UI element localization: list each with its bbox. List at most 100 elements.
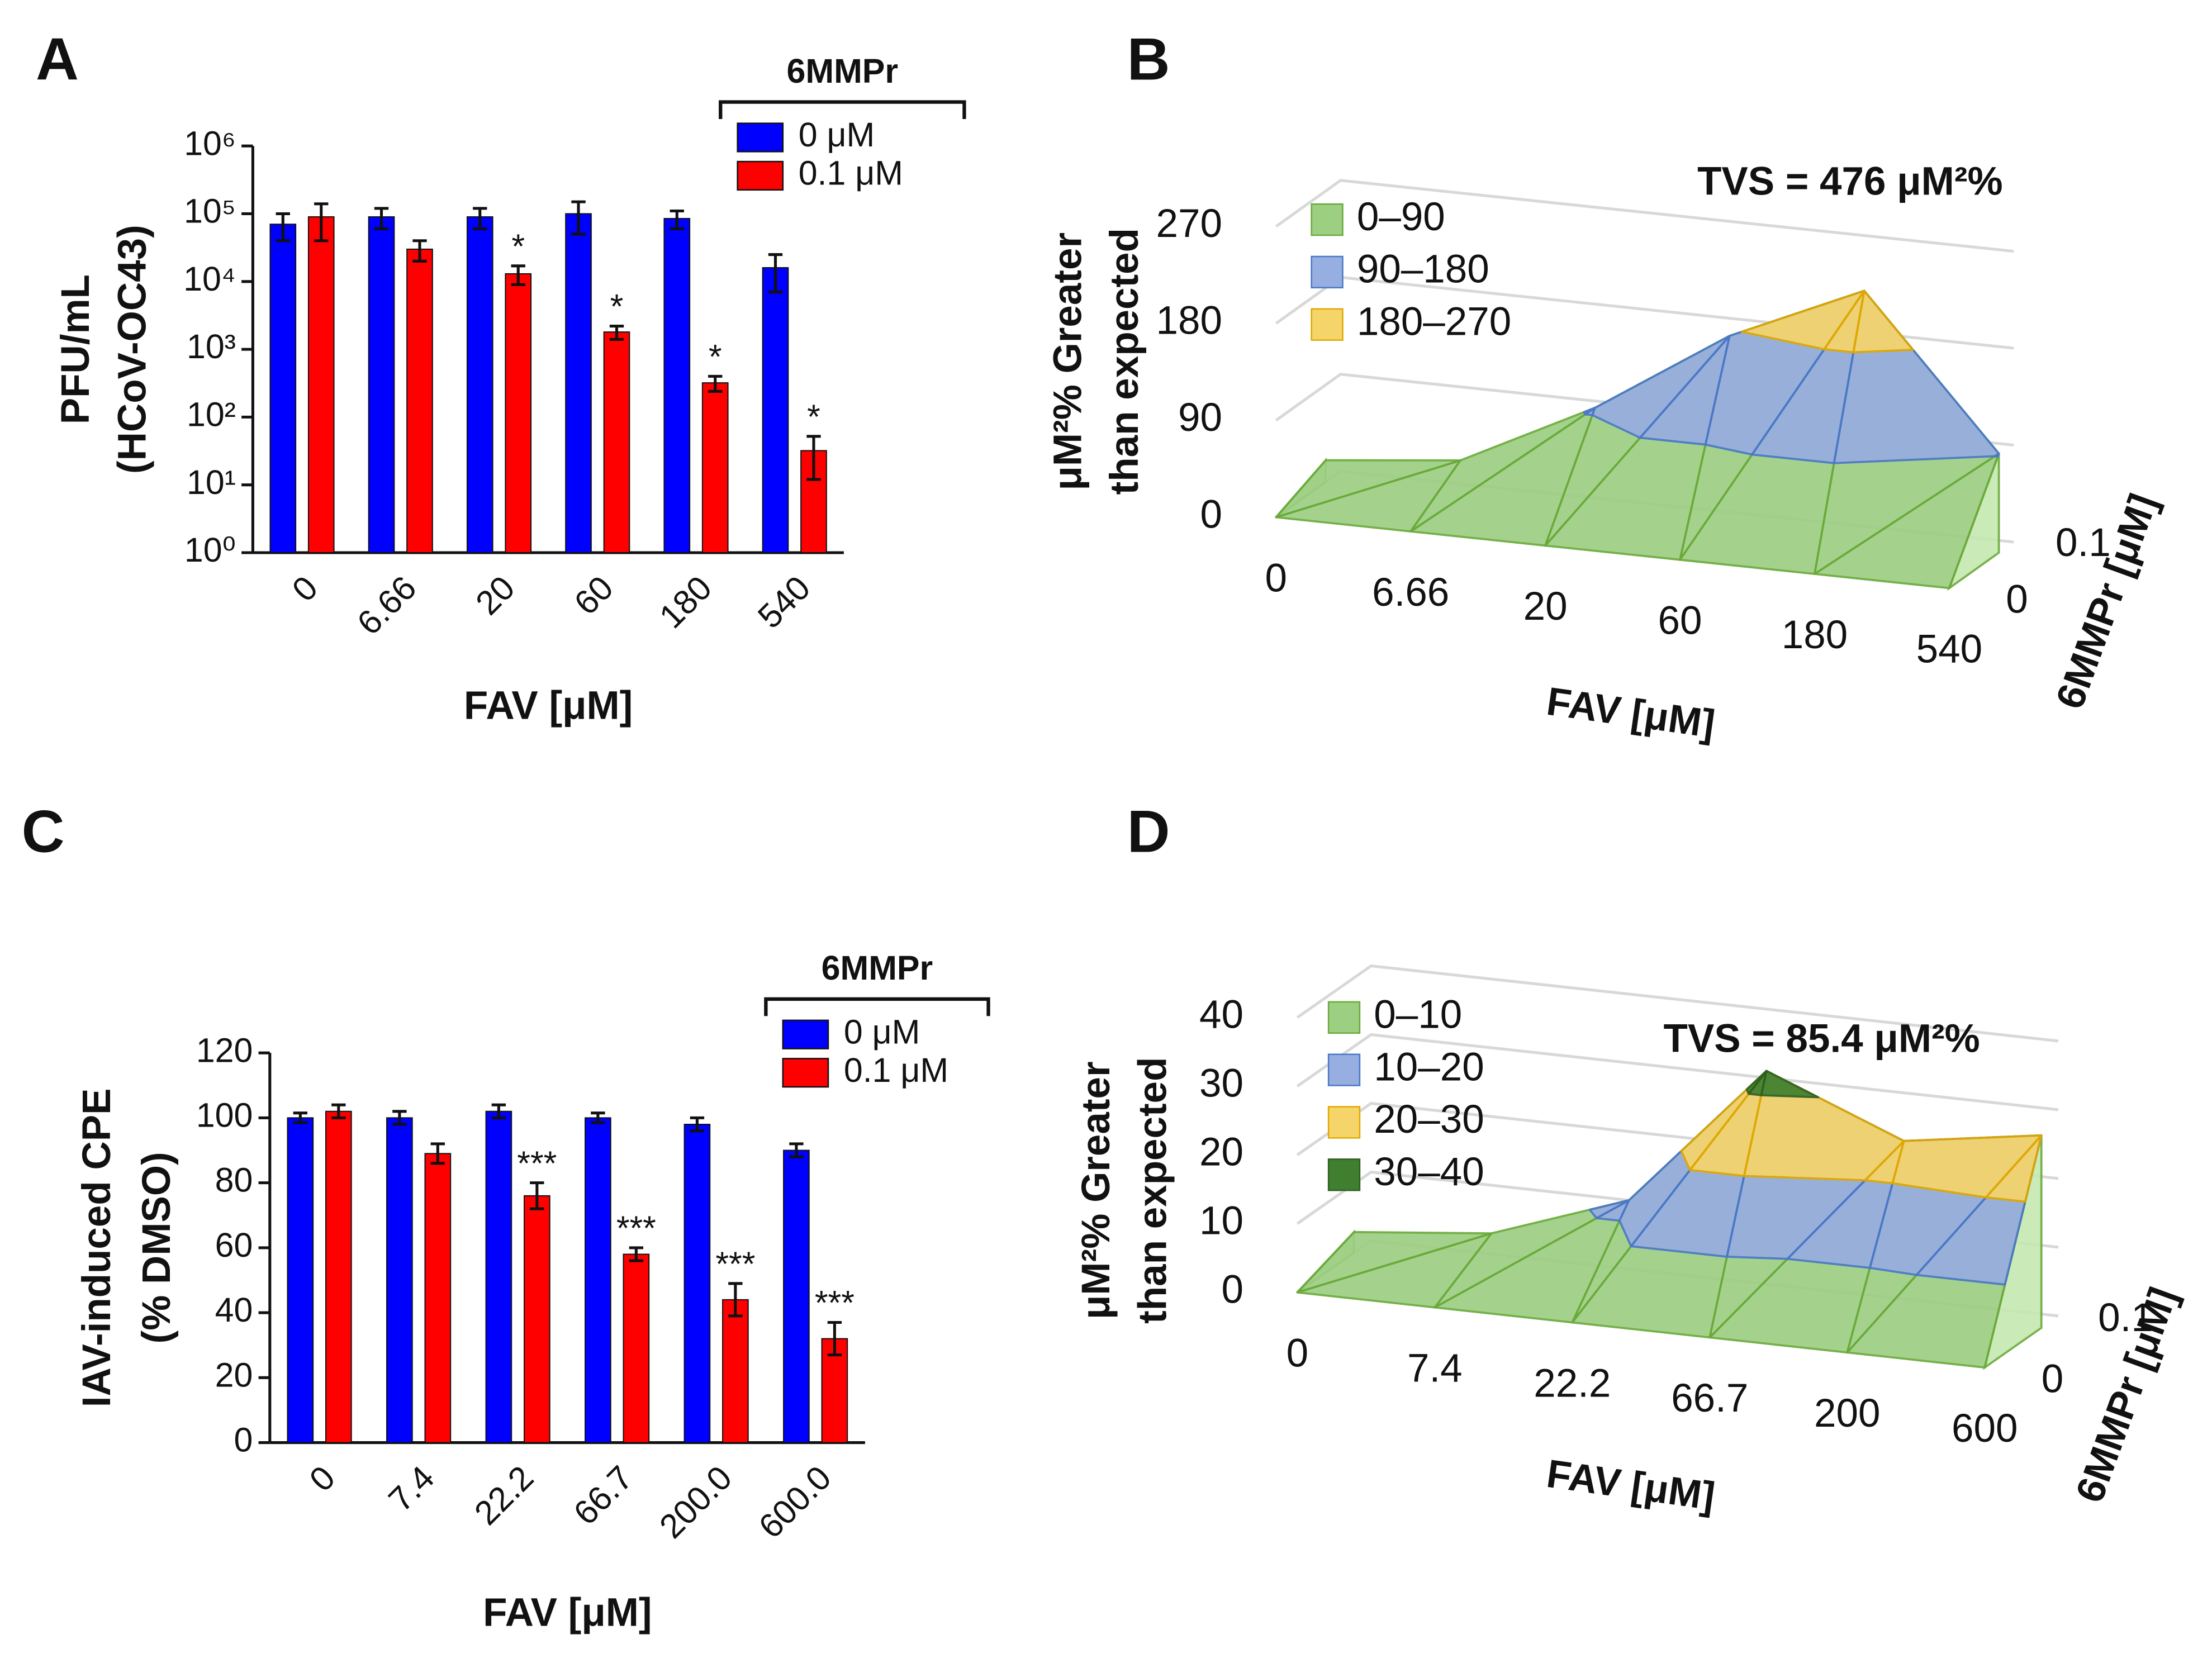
bar <box>722 1299 749 1443</box>
error-bar <box>392 1110 407 1126</box>
legend-title: 6MMPr <box>787 52 899 90</box>
significance-label: * <box>511 227 525 265</box>
legend-swatch <box>1327 1001 1361 1034</box>
grid-line <box>1296 964 2059 1043</box>
bar <box>386 1117 413 1443</box>
x-tick-label: 7.4 <box>381 1459 442 1519</box>
error-bar <box>430 1142 445 1165</box>
y-tick-label: 100 <box>196 1096 253 1134</box>
panel-letter: B <box>1127 26 1170 92</box>
grid-line <box>1275 179 2014 253</box>
error-bar <box>511 264 525 286</box>
y-axis-label: (HCoV-OC43) <box>111 225 155 474</box>
error-bar <box>827 1320 842 1357</box>
x-tick-label: 66.7 <box>566 1459 640 1532</box>
error-bar <box>591 1111 605 1124</box>
error-bar <box>473 207 487 230</box>
z-tick-label: 30 <box>1199 1062 1243 1106</box>
legend-swatch <box>737 122 784 153</box>
bar <box>585 1117 611 1443</box>
y-tick-label: 120 <box>196 1031 253 1069</box>
error-bar <box>768 253 783 294</box>
surface-band <box>1588 1199 1630 1219</box>
surface-band <box>1583 406 1596 416</box>
x-tick-label: 20 <box>468 568 522 622</box>
legend-label: 0–90 <box>1357 195 1445 239</box>
panel-letter: D <box>1127 798 1170 864</box>
legend-swatch <box>782 1019 829 1049</box>
surface-band <box>1409 406 1596 533</box>
legend-swatch <box>1311 255 1344 289</box>
x-tick-label: 540 <box>1916 627 1982 671</box>
x-axis-label: FAV [μM] <box>1544 680 1717 747</box>
significance-label: * <box>807 397 820 435</box>
legend-label: 0 μM <box>799 116 875 154</box>
x-tick-label: 0 <box>302 1459 342 1499</box>
legend-label: 20–30 <box>1374 1098 1484 1142</box>
x-tick-label: 7.4 <box>1407 1346 1463 1390</box>
significance-label: *** <box>517 1144 557 1182</box>
legend-bracket <box>764 997 990 1016</box>
significance-label: * <box>610 287 624 325</box>
z-tick-label: 0 <box>1221 1267 1243 1312</box>
z-tick-label: 10 <box>1199 1199 1243 1243</box>
error-bar <box>412 239 427 263</box>
z-axis-label: than expected <box>1131 1057 1175 1323</box>
significance-label: *** <box>815 1284 855 1322</box>
legend-label: 180–270 <box>1357 300 1511 344</box>
bar <box>325 1110 352 1443</box>
surface-band <box>1745 1070 1768 1095</box>
x-tick-label: 60 <box>567 568 620 622</box>
x-tick-label: 0 <box>1287 1332 1309 1376</box>
bar <box>307 216 335 554</box>
surface-band <box>1591 335 1731 439</box>
error-bar <box>491 1103 506 1119</box>
error-bar <box>728 1282 743 1318</box>
legend-swatch <box>782 1058 829 1088</box>
bar <box>663 218 691 554</box>
legend-bracket <box>719 100 966 120</box>
y-tick-label: 10² <box>187 395 236 433</box>
bar <box>762 267 789 554</box>
x-tick-label: 0 <box>1265 556 1288 600</box>
surface-band <box>1296 1231 1493 1294</box>
x-tick-label: 20 <box>1523 585 1568 629</box>
bar <box>565 213 592 554</box>
error-bar <box>609 325 624 341</box>
y-tick-label: 0 <box>2042 1357 2063 1401</box>
legend-title: 6MMPr <box>822 949 933 987</box>
y-tick-label: 60 <box>215 1226 253 1264</box>
bar <box>485 1110 512 1443</box>
legend-swatch <box>1327 1106 1361 1139</box>
y-tick-label: 80 <box>215 1161 253 1199</box>
error-bar <box>293 1111 308 1124</box>
x-tick-label: 6.66 <box>1372 571 1449 615</box>
error-bar <box>670 209 684 230</box>
surface-band <box>1760 1070 1819 1099</box>
z-axis-label: than expected <box>1103 228 1147 495</box>
error-bar <box>314 202 329 243</box>
x-tick-label: 66.7 <box>1671 1376 1748 1421</box>
z-tick-label: 20 <box>1199 1130 1243 1175</box>
significance-label: *** <box>616 1209 656 1247</box>
bar <box>287 1117 314 1443</box>
surface-band <box>1891 1134 2043 1199</box>
y-tick-label: 0 <box>234 1421 253 1459</box>
error-bar <box>690 1116 705 1133</box>
x-axis-label: FAV [μM] <box>464 684 633 728</box>
y-tick-label: 0.1 <box>2098 1296 2153 1340</box>
bar <box>368 216 395 554</box>
y-tick-label: 10⁶ <box>184 124 236 162</box>
legend-label: 0–10 <box>1374 993 1462 1037</box>
legend-label: 10–20 <box>1374 1045 1484 1089</box>
legend-label: 30–40 <box>1374 1150 1484 1194</box>
x-tick-label: 22.2 <box>467 1459 541 1532</box>
z-tick-label: 0 <box>1200 492 1222 536</box>
error-bar <box>571 200 586 236</box>
x-tick-label: 600.0 <box>751 1459 838 1546</box>
x-tick-label: 540 <box>751 568 818 635</box>
legend-swatch <box>1327 1158 1361 1191</box>
z-tick-label: 270 <box>1156 202 1222 246</box>
chart-title: TVS = 85.4 μM²% <box>1663 1017 1980 1061</box>
bar <box>269 224 297 554</box>
